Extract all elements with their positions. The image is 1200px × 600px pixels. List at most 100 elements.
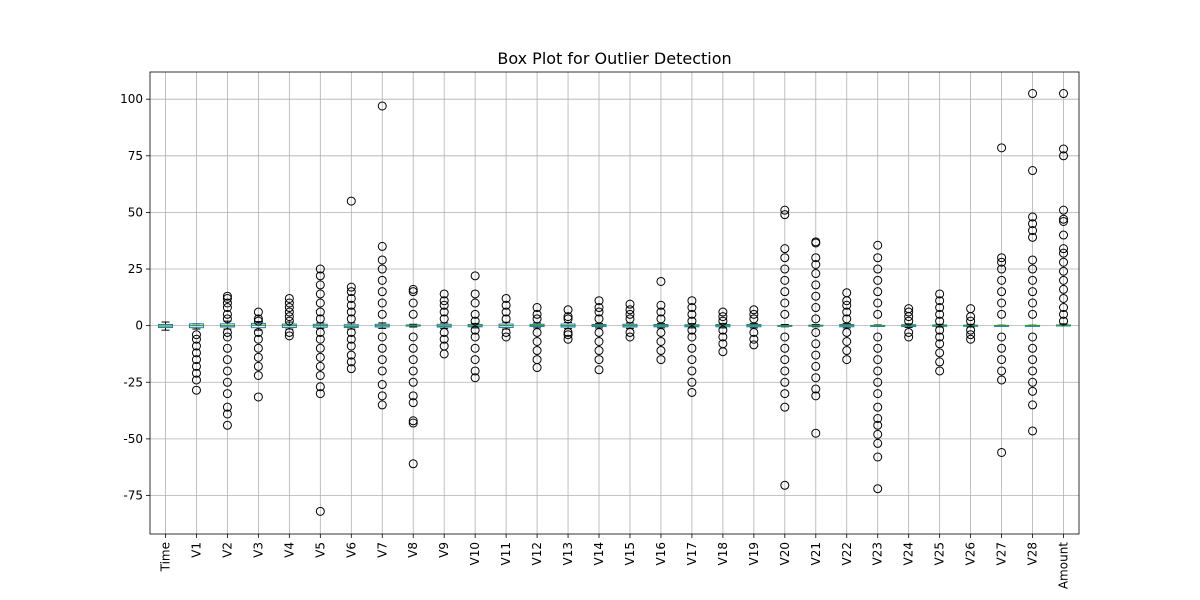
outlier-point [315, 361, 325, 371]
outlier-point [315, 343, 325, 353]
outlier-point [1059, 303, 1069, 313]
outlier-point [532, 327, 542, 337]
outlier-point [656, 307, 666, 317]
outlier-point [594, 365, 604, 375]
outlier-point [873, 429, 883, 439]
outlier-point [284, 331, 294, 341]
outlier-point [997, 298, 1007, 308]
outlier-point [780, 309, 790, 319]
box-v23 [870, 240, 886, 494]
outlier-point [687, 309, 697, 319]
outlier-point [222, 314, 232, 324]
outlier-point [408, 418, 418, 428]
box-v5 [312, 264, 328, 516]
outlier-point [284, 303, 294, 313]
outlier-point [408, 332, 418, 342]
outlier-point [1028, 275, 1038, 285]
outlier-point [191, 334, 201, 344]
outlier-point [408, 377, 418, 387]
outlier-point [935, 332, 945, 342]
outlier-point [222, 332, 232, 342]
outlier-point [935, 303, 945, 313]
outlier-point [718, 316, 728, 326]
box-v8 [405, 284, 421, 469]
outlier-point [408, 309, 418, 319]
outlier-point [253, 316, 263, 326]
outlier-point [1028, 355, 1038, 365]
outlier-point [1059, 151, 1069, 161]
outlier-point [656, 314, 666, 324]
outlier-point [377, 343, 387, 353]
outlier-point [315, 382, 325, 392]
outlier-point [346, 287, 356, 297]
outlier-point [346, 341, 356, 351]
outlier-point [315, 327, 325, 337]
outlier-point [284, 312, 294, 322]
outlier-point [222, 291, 232, 301]
outlier-point [1059, 214, 1069, 224]
outlier-point [594, 355, 604, 365]
outlier-point [222, 389, 232, 399]
y-gridlines [150, 98, 1079, 496]
x-tick-label: V12 [530, 542, 544, 565]
outlier-point [1059, 144, 1069, 154]
box-v24 [901, 304, 917, 342]
outlier-point [811, 280, 821, 290]
outlier-point [408, 355, 418, 365]
x-tick-label: V22 [840, 542, 854, 565]
outlier-point [811, 303, 821, 313]
outlier-point [501, 300, 511, 310]
outlier-point [873, 366, 883, 376]
x-tick-label: V27 [995, 542, 1009, 565]
outlier-point [377, 264, 387, 274]
outlier-point [873, 355, 883, 365]
box-v28 [1025, 89, 1041, 436]
outlier-point [346, 307, 356, 317]
outlier-point [377, 275, 387, 285]
outlier-point [253, 343, 263, 353]
outlier-point [594, 296, 604, 306]
outlier-point [687, 316, 697, 326]
outlier-point [222, 327, 232, 337]
box-series [157, 89, 1072, 516]
outlier-point [346, 327, 356, 337]
outlier-point [625, 305, 635, 315]
outlier-point [780, 389, 790, 399]
x-tick-label: V14 [592, 542, 606, 565]
outlier-point [718, 307, 728, 317]
outlier-point [563, 312, 573, 322]
outlier-point [253, 352, 263, 362]
outlier-point [439, 300, 449, 310]
outlier-point [501, 314, 511, 324]
outlier-point [315, 314, 325, 324]
outlier-point [222, 402, 232, 412]
outlier-point [811, 291, 821, 301]
outlier-point [501, 307, 511, 317]
outlier-point [656, 337, 666, 346]
outlier-point [222, 355, 232, 365]
y-tick-label: 0 [135, 319, 143, 333]
outlier-point [470, 271, 480, 281]
outlier-point [966, 316, 976, 326]
box-amount [1056, 89, 1072, 327]
outlier-point [284, 316, 294, 326]
outlier-point [470, 373, 480, 383]
box-v22 [839, 288, 855, 365]
box-v12 [529, 303, 545, 373]
box-v27 [994, 143, 1010, 457]
outlier-point [749, 334, 759, 344]
box-v11 [498, 293, 514, 342]
outlier-point [997, 287, 1007, 297]
outlier-point [1059, 244, 1069, 254]
outlier-point [935, 296, 945, 306]
x-tick-label: V28 [1026, 542, 1040, 565]
outlier-point [439, 327, 449, 337]
y-tick-label: 75 [128, 149, 143, 163]
box-v16 [653, 276, 669, 365]
outlier-point [780, 205, 790, 215]
plot-area-frame [149, 71, 1080, 535]
outlier-point [811, 373, 821, 383]
outlier-point [253, 314, 263, 324]
outlier-point [377, 287, 387, 297]
